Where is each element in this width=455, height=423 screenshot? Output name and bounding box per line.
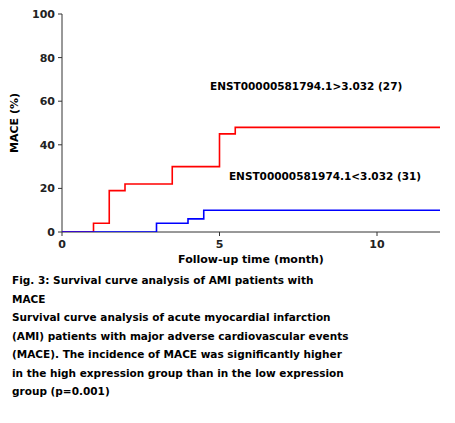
y-tick [58, 101, 62, 102]
x-axis-label: Follow-up time (month) [178, 253, 324, 266]
annotation: ENST00000581974.1<3.032 (31) [229, 170, 421, 182]
y-tick [58, 188, 62, 189]
y-axis-label: MACE (%) [8, 93, 21, 153]
x-tick-label: 0 [58, 238, 66, 251]
y-axis [62, 14, 63, 232]
y-tick [58, 57, 62, 58]
x-tick [219, 232, 220, 236]
step-line [62, 210, 440, 232]
x-tick-label: 10 [369, 238, 385, 251]
caption-line: (MACE). The incidence of MACE was signif… [12, 348, 343, 360]
caption-line: in the high expression group than in the… [12, 367, 344, 379]
y-tick-label: 80 [40, 52, 56, 65]
y-tick [58, 144, 62, 145]
annotation: ENST00000581794.1>3.032 (27) [210, 80, 402, 92]
y-tick-label: 40 [40, 139, 56, 152]
x-tick-label: 5 [216, 238, 224, 251]
x-tick [62, 232, 63, 236]
x-tick [377, 232, 378, 236]
caption-line: Fig. 3: Survival curve analysis of AMI p… [12, 274, 313, 286]
y-tick-label: 60 [40, 95, 56, 108]
y-tick [58, 14, 62, 15]
caption-line: MACE [12, 293, 45, 305]
caption-line: Survival curve analysis of acute myocard… [12, 311, 331, 323]
y-tick-label: 0 [47, 226, 55, 239]
plot-area [62, 127, 440, 232]
step-line [62, 127, 440, 232]
y-tick [58, 232, 62, 233]
y-tick-label: 100 [32, 8, 55, 21]
y-tick-label: 20 [40, 182, 56, 195]
chart: 0510020406080100Follow-up time (month)MA… [0, 0, 455, 423]
caption-line: group (p=0.001) [12, 385, 110, 397]
caption-line: (AMI) patients with major adverse cardio… [12, 330, 348, 342]
